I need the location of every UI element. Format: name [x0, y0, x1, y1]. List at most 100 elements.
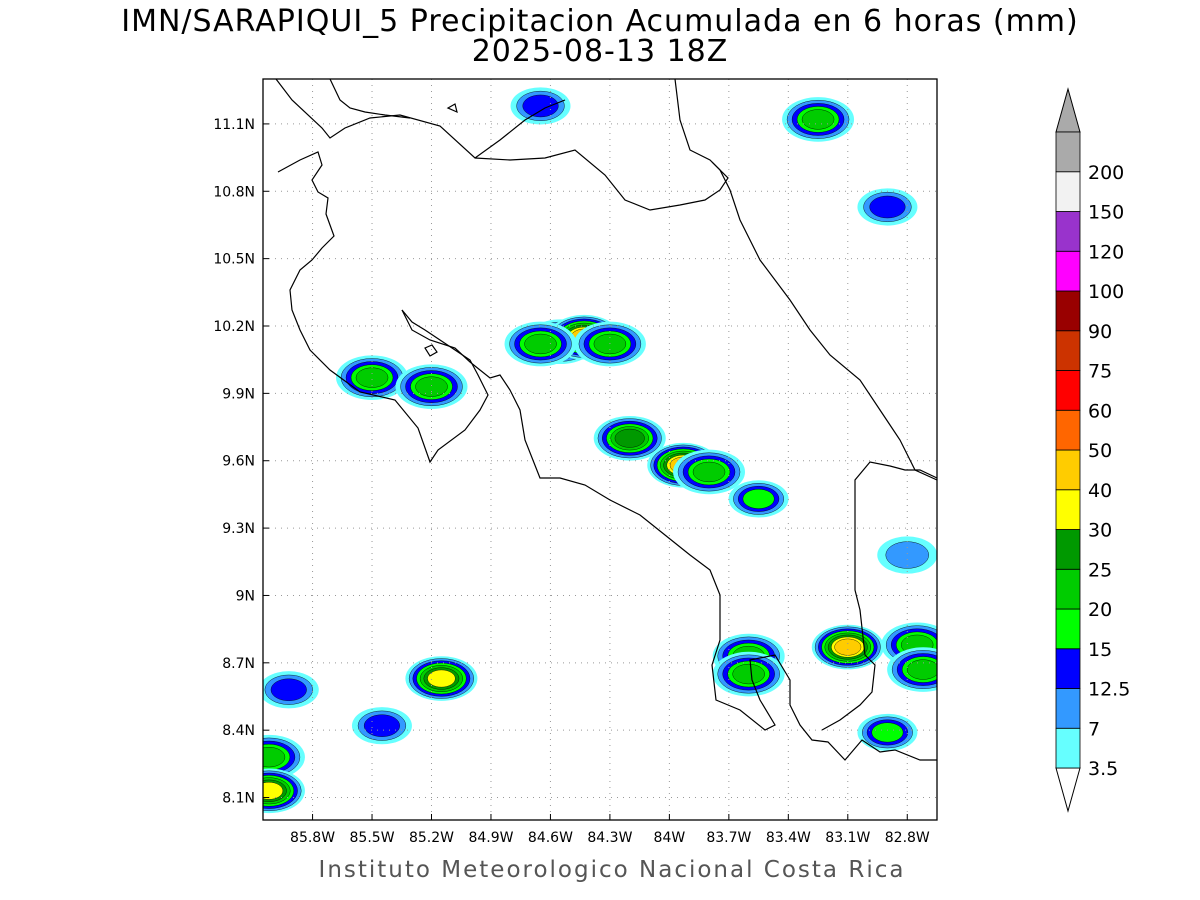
- precip-cell: [857, 713, 918, 752]
- nicoya-gulf-inner: [401, 309, 937, 761]
- colorbar-swatch-150: [1055, 171, 1081, 212]
- lat-tick-label: 10.8N: [213, 184, 255, 200]
- precip-cell: [263, 671, 319, 709]
- map-title-line-2: 2025-08-13 18Z: [472, 34, 729, 69]
- lon-tick-label: 84.3W: [587, 830, 632, 846]
- lon-tick-label: 83.1W: [825, 830, 870, 846]
- golfito-peninsula: [821, 461, 937, 731]
- precip-cell: [405, 656, 478, 701]
- nicaragua-coast-lake: [275, 79, 566, 159]
- precip-contour-20: [524, 333, 557, 355]
- colorbar-label: 20: [1088, 599, 1112, 621]
- precip-cell: [887, 647, 937, 692]
- latitude-tick-labels: 8.1N 8.4N 8.7N 9N 9.3N 9.6N 9.9N 10.2N 10.5N 10.8…: [213, 117, 269, 807]
- colorbar-label: 3.5: [1088, 758, 1118, 780]
- lon-tick-label: 84.6W: [528, 830, 573, 846]
- precip-cell: [510, 87, 571, 125]
- colorbar-swatch-60: [1055, 370, 1081, 411]
- precip-contour-20: [355, 367, 389, 388]
- colorbar-swatch-3.5: [1055, 727, 1081, 769]
- colorbar-label: 25: [1088, 559, 1112, 581]
- precip-contour-20: [263, 747, 286, 768]
- colorbar-swatch-120: [1055, 211, 1081, 252]
- precip-cell: [263, 768, 305, 814]
- colorbar-swatch-12.5: [1055, 648, 1081, 689]
- precip-contour-30: [427, 669, 456, 688]
- colorbar-swatch-20: [1055, 568, 1081, 610]
- colorbar-label: 12.5: [1088, 679, 1130, 701]
- map-gridlines: [263, 79, 937, 820]
- precip-cell: [593, 415, 666, 461]
- lon-tick-label: 85.5W: [350, 830, 395, 846]
- lon-tick-label: 85.8W: [290, 830, 335, 846]
- colorbar-swatch-7: [1055, 688, 1081, 729]
- precip-cell: [263, 734, 305, 780]
- colorbar-label: 30: [1088, 520, 1112, 542]
- coastline: [275, 79, 937, 761]
- nicoya-island: [424, 344, 438, 357]
- lat-tick-label: 9.9N: [222, 386, 255, 402]
- precip-contour-15: [742, 488, 775, 509]
- lon-tick-label: 83.7W: [706, 830, 751, 846]
- lat-tick-label: 8.1N: [222, 791, 255, 807]
- lat-tick-label: 9N: [236, 588, 255, 604]
- precip-contour-25: [614, 428, 645, 448]
- colorbar-label: 120: [1088, 241, 1124, 263]
- institution-footer: Instituto Meteorologico Nacional Costa R…: [319, 857, 906, 883]
- precip-contour-40: [834, 638, 862, 656]
- colorbar-label: 150: [1088, 202, 1124, 224]
- lat-tick-label: 8.7N: [222, 656, 255, 672]
- precip-contour-20: [801, 109, 835, 130]
- colorbar-label: 90: [1088, 321, 1112, 343]
- precip-contour-20: [906, 659, 937, 680]
- colorbar-low-end-arrow: [1055, 767, 1081, 813]
- colorbar-label: 60: [1088, 400, 1112, 422]
- lat-tick-label: 10.5N: [213, 252, 255, 268]
- precip-contour-20: [415, 376, 448, 397]
- lon-tick-label: 84W: [654, 830, 686, 846]
- colorbar-legend: 3.5 7 12.5 15 20 25 30 40 50 60 75 90 100 120 150 200: [1055, 87, 1130, 813]
- lon-tick-label: 85.2W: [409, 830, 454, 846]
- colorbar-swatch-25: [1055, 529, 1081, 570]
- precip-contour-12.5: [270, 678, 307, 701]
- lat-tick-label: 9.6N: [222, 454, 255, 470]
- islet-north: [446, 103, 458, 114]
- precip-cell: [857, 188, 918, 226]
- lat-tick-label: 9.3N: [222, 521, 255, 537]
- colorbar-swatch-30: [1055, 489, 1081, 530]
- lon-tick-label: 83.4W: [766, 830, 811, 846]
- colorbar-label: 15: [1088, 639, 1112, 661]
- colorbar-label: 40: [1088, 480, 1112, 502]
- lat-tick-label: 8.4N: [222, 723, 255, 739]
- precip-cell: [782, 97, 855, 142]
- longitude-tick-labels: 85.8W 85.5W 85.2W 84.9W 84.6W 84.3W 84W 83.7W 83…: [290, 814, 930, 846]
- colorbar-label: 100: [1088, 281, 1124, 303]
- lat-tick-label: 10.2N: [213, 319, 255, 335]
- precip-contour-12.5: [869, 195, 906, 219]
- precipitation-field: [263, 87, 937, 814]
- colorbar-label: 75: [1088, 361, 1112, 383]
- colorbar-swatch-15: [1055, 608, 1081, 650]
- lat-tick-label: 11.1N: [213, 117, 255, 133]
- colorbar-swatch-50: [1055, 409, 1081, 451]
- precip-cell: [395, 364, 468, 409]
- precip-contour-20: [692, 461, 726, 483]
- map-frame: [262, 78, 938, 821]
- colorbar-swatch-200: [1055, 131, 1081, 173]
- colorbar-swatch-90: [1055, 290, 1081, 332]
- colorbar-label: 200: [1088, 162, 1124, 184]
- colorbar-label: 7: [1088, 718, 1100, 740]
- colorbar-label: 50: [1088, 440, 1112, 462]
- precip-cell: [336, 355, 409, 400]
- precip-cell: [877, 536, 937, 574]
- precip-contour-15: [871, 722, 904, 743]
- precip-contour-12.5: [363, 714, 400, 737]
- colorbar-swatch-100: [1055, 250, 1081, 292]
- caribbean-north: [474, 149, 729, 211]
- lon-tick-label: 84.9W: [468, 830, 513, 846]
- colorbar-swatch-75: [1055, 330, 1081, 371]
- colorbar-swatch-40: [1055, 449, 1081, 491]
- map-title-line-1: IMN/SARAPIQUI_5 Precipitacion Acumulada …: [121, 4, 1078, 39]
- precip-contour-30: [263, 782, 284, 800]
